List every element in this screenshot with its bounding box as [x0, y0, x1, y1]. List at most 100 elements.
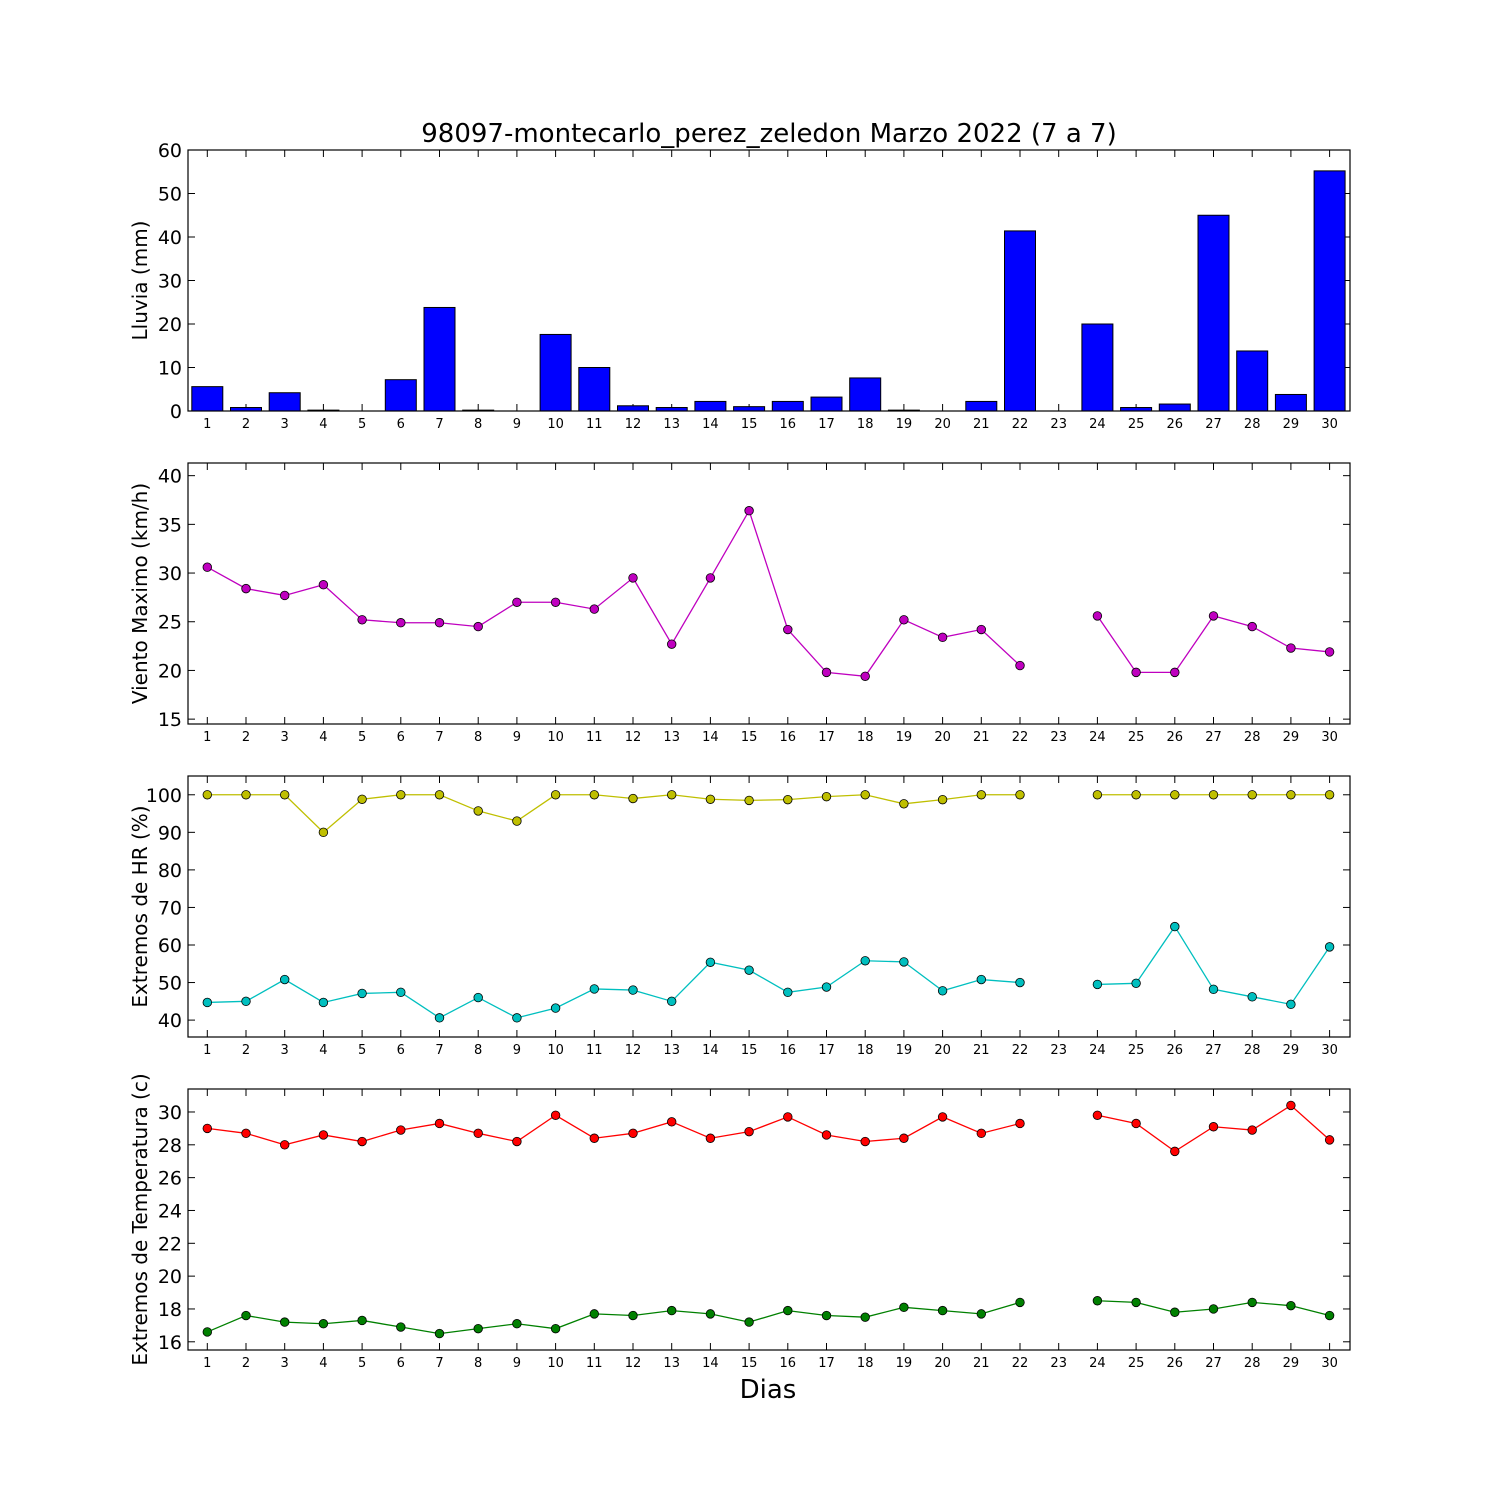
data-point	[899, 799, 909, 809]
x-tick-label: 26	[1167, 1043, 1184, 1058]
data-point	[434, 618, 445, 628]
y-tick-label: 60	[158, 935, 182, 957]
x-tick-label: 19	[896, 1356, 913, 1371]
data-point	[396, 618, 406, 628]
x-tick-label: 6	[397, 1043, 405, 1058]
x-tick-label: 17	[818, 730, 835, 745]
data-point	[1247, 992, 1257, 1002]
data-point	[667, 790, 677, 800]
y-tick-label: 15	[158, 709, 182, 731]
data-point	[589, 1309, 600, 1319]
x-tick-label: 14	[702, 1356, 719, 1371]
x-tick-label: 12	[625, 730, 642, 745]
x-tick-label: 7	[435, 417, 443, 432]
x-tick-label: 27	[1205, 1356, 1222, 1371]
x-tick-label: 30	[1321, 1043, 1338, 1058]
data-point	[899, 1302, 909, 1313]
data-point	[357, 1136, 367, 1147]
data-point	[1324, 790, 1335, 800]
x-tick-label: 22	[1012, 417, 1029, 432]
data-point	[1247, 1297, 1257, 1308]
y-tick-label: 35	[158, 514, 182, 536]
data-point	[473, 806, 483, 816]
data-point	[202, 1123, 213, 1134]
x-tick-label: 16	[780, 1043, 797, 1058]
x-tick-label: 11	[586, 1043, 603, 1058]
y-tick-label: 24	[158, 1200, 182, 1222]
x-tick-label: 3	[281, 1356, 289, 1371]
data-point	[396, 1322, 406, 1332]
data-point	[1015, 1118, 1025, 1129]
data-point	[357, 615, 367, 625]
y-tick-label: 100	[146, 785, 182, 807]
data-point	[1092, 1110, 1103, 1120]
data-point	[937, 1305, 948, 1316]
data-point	[357, 988, 367, 999]
data-point	[860, 671, 870, 681]
data-point	[860, 1136, 870, 1147]
x-tick-label: 10	[547, 417, 564, 432]
data-point	[744, 1126, 754, 1137]
data-point	[976, 974, 987, 985]
bar	[694, 400, 727, 412]
y-axis-label: Viento Maximo (km/h)	[128, 483, 152, 704]
x-tick-label: 12	[625, 1356, 642, 1371]
data-point	[1324, 1135, 1335, 1145]
x-tick-label: 3	[281, 417, 289, 432]
data-point	[512, 1013, 522, 1023]
x-tick-label: 15	[741, 417, 758, 432]
bar	[384, 379, 417, 412]
data-point	[357, 1315, 367, 1326]
x-tick-label: 25	[1128, 417, 1145, 432]
x-tick-label: 18	[857, 417, 874, 432]
data-point	[744, 1317, 754, 1327]
data-point	[241, 1310, 251, 1321]
x-tick-label: 21	[973, 1356, 990, 1371]
data-point	[976, 1128, 987, 1139]
data-point	[396, 1125, 406, 1135]
y-tick-label: 26	[158, 1168, 182, 1190]
data-point	[667, 1305, 677, 1316]
data-point	[1324, 942, 1335, 952]
x-tick-label: 11	[586, 730, 603, 745]
x-tick-label: 28	[1244, 1043, 1261, 1058]
data-point	[1208, 1122, 1219, 1132]
data-point	[318, 1130, 329, 1140]
bar	[1313, 170, 1346, 412]
x-tick-label: 4	[319, 1356, 327, 1371]
plot-frame	[187, 1088, 1351, 1351]
x-tick-label: 9	[513, 1043, 521, 1058]
data-point	[1286, 790, 1296, 800]
x-tick-label: 27	[1205, 1043, 1222, 1058]
data-point	[1015, 977, 1025, 988]
x-tick-label: 28	[1244, 1356, 1261, 1371]
data-point	[667, 996, 677, 1007]
x-tick-label: 27	[1205, 417, 1222, 432]
x-tick-label: 13	[663, 1043, 680, 1058]
data-point	[1208, 611, 1219, 621]
data-point	[860, 956, 870, 966]
y-tick-label: 20	[158, 660, 182, 682]
data-point	[783, 794, 793, 805]
x-tick-label: 9	[513, 730, 521, 745]
data-point	[1131, 1118, 1141, 1129]
y-axis-label: Lluvia (mm)	[128, 221, 152, 341]
data-point	[280, 1140, 290, 1150]
data-point	[860, 790, 870, 800]
series-line	[207, 960, 1021, 1019]
x-tick-label: 1	[203, 730, 211, 745]
x-tick-label: 17	[818, 1043, 835, 1058]
x-tick-label: 15	[741, 1043, 758, 1058]
x-tick-label: 6	[397, 1356, 405, 1371]
y-tick-label: 40	[158, 1010, 182, 1032]
data-point	[976, 790, 987, 800]
data-point	[705, 957, 716, 967]
x-tick-label: 14	[702, 417, 719, 432]
data-point	[357, 794, 367, 804]
data-point	[318, 580, 329, 590]
x-tick-label: 11	[586, 417, 603, 432]
x-tick-label: 29	[1283, 417, 1300, 432]
